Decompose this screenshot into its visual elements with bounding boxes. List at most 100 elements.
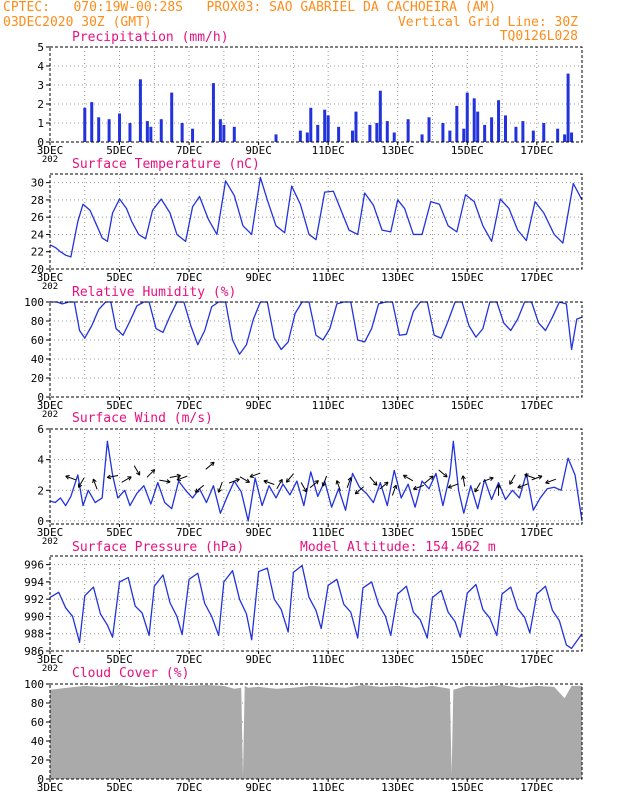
precip-bar [218,119,222,142]
wind-arrow [309,480,319,489]
wind-arrow-shaft [413,484,424,490]
rh-xtick-label: 17DEC [520,399,553,412]
cloud-xtick-label: 9DEC [245,781,272,794]
wind-arrow-head [176,473,181,477]
wind-arrow-shaft [300,482,308,493]
wind-arrow-head [322,483,327,487]
wind-arrow-shaft [176,475,188,481]
wind-arrow-shaft [133,465,141,476]
wind-arrow-head [212,462,215,467]
wind-xtick-label: 7DEC [176,526,203,539]
wind-arrow-head [92,478,97,483]
rh-year-stub: 202 [42,410,58,420]
wind-arrow-head [498,484,501,489]
precip-bar [497,100,501,142]
precip-bar [191,128,195,142]
wind-arrow-shaft [205,461,215,470]
rh-xtick-label: 9DEC [245,399,272,412]
wind-arrow-shaft [78,477,85,488]
temp-frame [49,173,583,270]
wind-arrow-head [92,478,94,484]
pres-ytick-label: 986 [24,645,44,658]
wind-arrow-head [496,484,499,489]
wind-arrow-shaft [379,481,389,490]
pres-ytick-label: 988 [24,628,44,641]
wind-arrow-head [235,478,240,480]
pres-xtick-label: 9DEC [245,653,272,666]
wind-xtick-label: 11DEC [312,526,345,539]
wind-arrow-shaft [462,475,466,487]
wind-arrow-head [413,485,417,490]
rh-ytick-label: 20 [31,372,44,385]
wind-arrow-shaft [322,475,328,487]
precip-xtick-label: 9DEC [245,144,272,157]
precip-bar [375,123,379,142]
wind-arrow-head [537,475,543,477]
wind-arrow-head [490,477,494,482]
temp-ytick-label: 24 [31,228,45,241]
wind-arrow-head [395,485,398,490]
precip-bar [138,79,142,142]
wind-arrow-head [545,479,549,484]
header-date: 03DEC2020 30Z (GMT) [3,15,152,30]
precip-bar [448,130,452,142]
wind-arrow-head [474,489,479,493]
precip-bar [385,121,389,142]
wind-arrow [146,469,156,478]
wind-arrow-head [462,475,466,480]
wind-arrow-shaft [159,479,171,483]
wind-arrow [106,474,119,480]
precip-xtick-label: 13DEC [381,144,414,157]
wind-arrow-shaft [92,478,98,490]
precip-bar [232,126,236,142]
wind-arrow-head [314,480,319,482]
precip-xtick-label: 11DEC [312,144,345,157]
precip-title: Precipitation (mm/h) [72,30,229,45]
wind-arrow-head [386,481,389,487]
wind-arrow [517,483,529,489]
wind-arrow-head [517,487,522,489]
wind-arrow-head [321,482,324,487]
precip-panel [46,46,583,145]
wind-arrow-shaft [346,477,352,488]
precip-bar [441,123,445,142]
precip-bar [566,73,570,142]
wind-arrow-head [402,475,406,479]
cloud-xtick-label: 7DEC [176,781,203,794]
precip-bar [392,132,396,142]
wind-xtick-label: 15DEC [451,526,484,539]
header-line1: CPTEC: 070:19W-00:28S PROX03: SAO GABRIE… [3,0,497,15]
rh-title: Relative Humidity (%) [72,285,237,300]
temp-ytick-label: 30 [31,177,44,190]
cloud-xtick-label: 3DEC [37,781,64,794]
rh-frame [49,301,583,398]
temp-ytick-label: 28 [31,194,44,207]
wind-arrow [461,475,466,487]
cloud-title: Cloud Cover (%) [72,666,190,681]
wind-arrow-shaft [369,476,378,486]
wind-ytick-label: 0 [37,515,44,528]
pres-title: Surface Pressure (hPa) [72,540,245,555]
precip-bar [563,134,567,142]
pres-ytick-label: 992 [24,593,44,606]
precip-bar [149,126,153,142]
wind-arrow [176,475,188,482]
rh-ytick-label: 40 [31,353,44,366]
wind-arrow-shaft [524,474,536,479]
header-grid-note: Vertical Grid Line: 30Z [397,15,578,30]
wind-arrow [276,478,283,490]
wind-arrow-shaft [474,482,481,493]
precip-ytick-label: 5 [37,41,44,54]
cloud-ytick-label: 60 [31,716,44,729]
rh-ytick-label: 80 [31,315,44,328]
wind-arrow [391,484,398,496]
wind-arrow-shaft [448,483,459,489]
pres-year-stub: 202 [42,664,58,674]
wind-arrow [474,482,481,493]
wind-arrow-head [278,478,283,482]
wind-arrow-head [431,475,434,480]
wind-xtick-label: 13DEC [381,526,414,539]
precip-xtick-label: 15DEC [451,144,484,157]
precip-xtick-label: 5DEC [106,144,133,157]
